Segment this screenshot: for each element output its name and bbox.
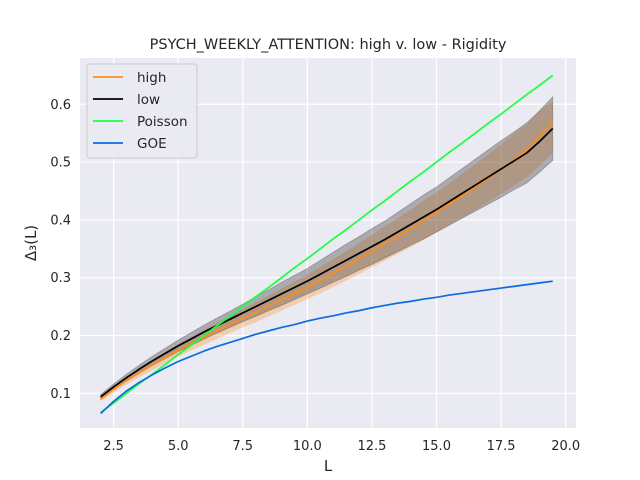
y-tick-label: 0.3 — [50, 271, 71, 286]
legend-box — [86, 63, 198, 159]
x-tick-label: 2.5 — [103, 439, 124, 454]
x-tick-label: 17.5 — [487, 439, 516, 454]
low-line — [100, 127, 554, 398]
x-tick-label: 20.0 — [551, 439, 580, 454]
y-tick-label: 0.5 — [50, 156, 71, 171]
legend-label-low: low — [137, 92, 160, 108]
x-tick-label: 10.0 — [293, 439, 322, 454]
x-tick-label: 5.0 — [168, 439, 189, 454]
legend-label-poisson: Poisson — [137, 114, 188, 130]
y-axis-label: Δ₃(L) — [22, 225, 40, 261]
goe-line — [100, 280, 553, 415]
x-axis: 2.5 5.0 7.5 10.0 12.5 15.0 17.5 20.0 — [103, 439, 580, 454]
x-tick-label: 15.0 — [422, 439, 451, 454]
x-tick-label: 7.5 — [232, 439, 253, 454]
y-tick-label: 0.4 — [50, 213, 71, 228]
chart-title: PSYCH_WEEKLY_ATTENTION: high v. low - Ri… — [150, 37, 507, 53]
series-lines — [100, 74, 554, 415]
y-tick-label: 0.1 — [50, 387, 71, 402]
legend-label-high: high — [137, 70, 166, 86]
legend-label-goe: GOE — [137, 136, 167, 152]
poisson-line — [100, 74, 554, 414]
legend: high low Poisson GOE — [86, 63, 198, 159]
y-axis: 0.1 0.2 0.3 0.4 0.5 0.6 — [50, 98, 71, 402]
y-tick-label: 0.2 — [50, 329, 71, 344]
high-line — [100, 121, 554, 400]
y-tick-label: 0.6 — [50, 98, 71, 113]
x-tick-label: 12.5 — [357, 439, 386, 454]
x-axis-label: L — [324, 457, 333, 475]
grid — [80, 58, 576, 428]
